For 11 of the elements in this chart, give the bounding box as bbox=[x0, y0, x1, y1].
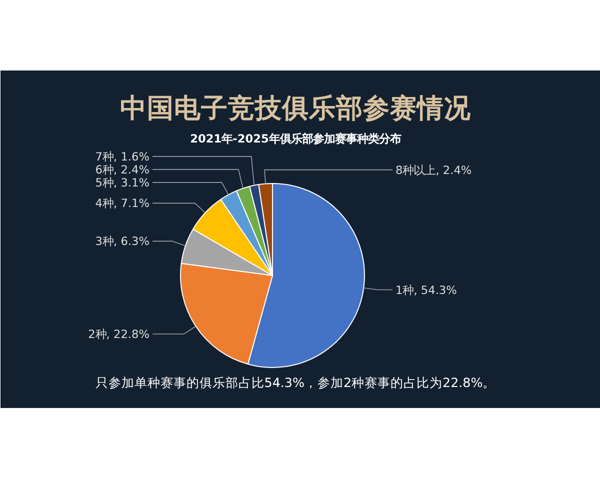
text: 只参加单种赛事的俱乐部占比54.3%，参加2种赛事的占比为22.8%。 bbox=[95, 375, 496, 390]
slice-label: 8种以上, 2.4% bbox=[396, 162, 472, 177]
slice-label: 7种, 1.6% bbox=[95, 149, 150, 164]
slice-label: 6种, 2.4% bbox=[95, 162, 150, 176]
chart-title: 中国电子竞技俱乐部参赛情况 bbox=[120, 93, 472, 124]
slice-label: 5种, 3.1% bbox=[95, 175, 150, 190]
slice-label: 3种, 6.3% bbox=[95, 234, 150, 248]
slice-label: 4种, 7.1% bbox=[95, 196, 150, 210]
chart-subtitle: 2021年-2025年俱乐部参加赛事种类分布 bbox=[190, 132, 401, 146]
slice-label: 1种, 54.3% bbox=[396, 282, 458, 297]
slice-label: 2种, 22.8% bbox=[88, 326, 150, 341]
